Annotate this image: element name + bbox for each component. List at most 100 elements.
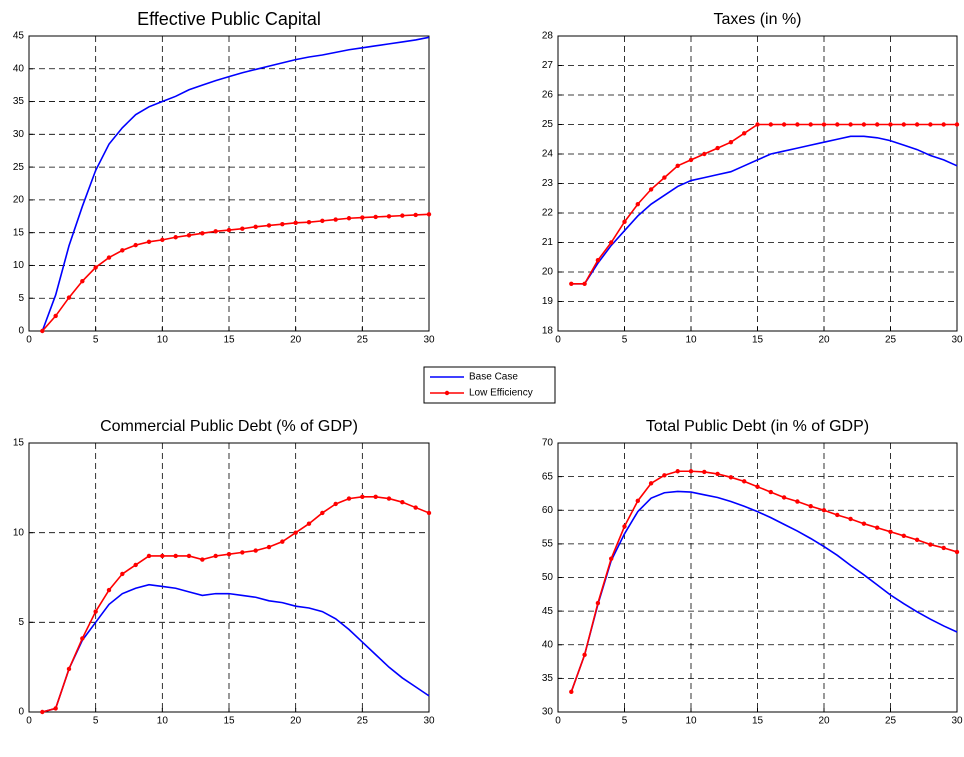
legend <box>423 366 556 404</box>
point-marker <box>360 215 365 220</box>
point-marker <box>635 201 640 207</box>
point-marker <box>213 229 218 234</box>
point-marker <box>80 636 85 641</box>
y-tick-label: 0 <box>18 707 24 718</box>
x-tick-label: 25 <box>357 716 369 727</box>
point-marker <box>622 219 627 225</box>
point-marker <box>888 529 893 534</box>
point-marker <box>914 122 920 127</box>
point-marker <box>280 539 285 544</box>
point-marker <box>941 122 946 127</box>
x-tick-label: 10 <box>157 716 169 727</box>
point-marker <box>648 481 654 486</box>
x-tick-label: 10 <box>685 716 697 727</box>
point-marker <box>795 122 800 127</box>
point-marker <box>173 235 178 240</box>
point-marker <box>662 175 667 180</box>
point-marker <box>253 224 258 229</box>
point-marker <box>240 226 245 231</box>
point-marker <box>888 122 893 127</box>
x-tick-label: 20 <box>290 335 302 346</box>
y-tick-label: 35 <box>542 673 554 684</box>
point-marker <box>386 214 392 219</box>
point-marker <box>66 295 72 300</box>
legend-label: Base Case <box>469 372 518 383</box>
point-marker <box>835 122 840 127</box>
point-marker <box>861 122 867 127</box>
point-marker <box>715 145 720 151</box>
point-marker <box>186 553 192 559</box>
x-tick-label: 0 <box>555 716 561 727</box>
point-marker <box>569 689 574 695</box>
series-line <box>42 583 430 713</box>
point-marker <box>106 255 112 260</box>
point-marker <box>200 557 205 562</box>
y-tick-label: 28 <box>542 31 554 42</box>
point-marker <box>901 122 906 127</box>
point-marker <box>226 551 232 557</box>
y-tick-label: 30 <box>13 129 25 140</box>
series-line <box>571 135 958 285</box>
point-marker <box>346 496 352 501</box>
x-tick-label: 20 <box>818 335 830 346</box>
point-marker <box>333 501 338 507</box>
point-marker <box>360 494 365 499</box>
point-marker <box>755 122 760 127</box>
point-marker <box>373 214 378 220</box>
point-marker <box>186 233 192 238</box>
point-marker <box>333 217 338 222</box>
series-line <box>571 123 957 285</box>
point-marker <box>400 213 405 218</box>
legend-marker <box>444 390 450 396</box>
chart-title: Taxes (in %) <box>713 11 801 28</box>
point-marker <box>954 122 960 127</box>
y-tick-label: 25 <box>542 119 554 130</box>
point-marker <box>413 505 418 510</box>
point-marker <box>213 553 218 559</box>
point-marker <box>609 240 614 245</box>
point-marker <box>848 516 853 522</box>
point-marker <box>160 553 165 559</box>
y-tick-label: 15 <box>13 227 25 238</box>
point-marker <box>200 231 205 236</box>
point-marker <box>622 524 627 529</box>
y-tick-label: 40 <box>542 639 554 650</box>
x-tick-label: 25 <box>885 716 897 727</box>
point-marker <box>320 218 325 224</box>
x-tick-label: 25 <box>885 335 897 346</box>
x-tick-label: 5 <box>622 716 628 727</box>
x-tick-label: 30 <box>423 716 435 727</box>
point-marker <box>266 544 272 550</box>
point-marker <box>728 475 734 480</box>
point-marker <box>582 281 587 286</box>
point-marker <box>781 495 787 500</box>
y-tick-label: 20 <box>542 267 554 278</box>
y-tick-label: 10 <box>13 260 25 271</box>
point-marker <box>320 510 325 516</box>
y-tick-label: 26 <box>542 90 554 101</box>
point-marker <box>120 571 125 577</box>
point-marker <box>781 122 787 127</box>
point-marker <box>742 131 747 136</box>
point-marker <box>40 709 45 715</box>
y-tick-label: 45 <box>542 606 554 617</box>
point-marker <box>373 494 378 499</box>
y-tick-label: 45 <box>13 31 25 42</box>
point-marker <box>280 221 285 227</box>
point-marker <box>413 212 418 218</box>
point-marker <box>400 499 405 505</box>
point-marker <box>941 545 946 551</box>
point-marker <box>40 328 45 334</box>
y-tick-label: 21 <box>542 237 554 248</box>
point-marker <box>675 469 680 474</box>
point-marker <box>93 609 98 614</box>
point-marker <box>635 498 640 504</box>
point-marker <box>569 281 574 286</box>
series-line <box>570 470 958 693</box>
x-tick-label: 15 <box>223 716 235 727</box>
point-marker <box>875 122 880 127</box>
x-tick-label: 5 <box>93 716 99 727</box>
point-marker <box>821 122 827 127</box>
point-marker <box>253 548 258 553</box>
